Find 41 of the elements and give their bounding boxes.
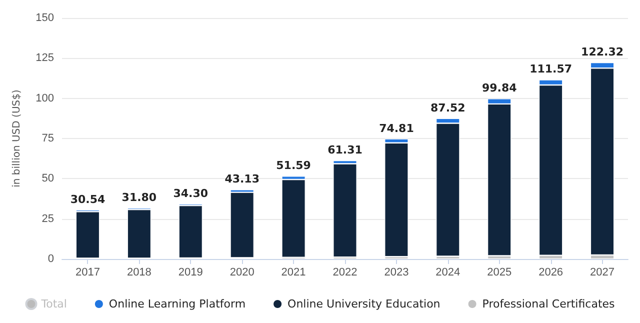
total-label: 31.80 [122, 190, 157, 204]
total-label: 51.59 [276, 159, 311, 172]
x-tick-label: 2020 [230, 266, 254, 278]
x-tick-label: 2017 [75, 266, 100, 278]
x-tick-label: 2024 [436, 266, 460, 278]
x-tick-label: 2019 [178, 266, 203, 278]
total-label: 34.30 [173, 186, 208, 200]
total-label: 43.13 [224, 172, 260, 186]
bar [384, 142, 408, 257]
y-tick-label: 0 [48, 253, 54, 265]
legend-label: Total [40, 298, 67, 310]
x-tick-label: 2027 [590, 266, 615, 278]
x-tick-label: 2018 [126, 266, 152, 278]
bar [76, 212, 100, 258]
legend-label: Professional Certificates [482, 298, 616, 310]
x-tick-label: 2025 [487, 266, 512, 278]
bar [333, 164, 357, 258]
y-tick-label: 125 [36, 52, 54, 64]
legend-label: Online University Education [288, 298, 440, 310]
total-label: 111.57 [530, 62, 572, 76]
total-label: 122.32 [581, 45, 624, 58]
x-tick-label: 2026 [538, 266, 564, 278]
x-tick-label: 2022 [332, 266, 358, 278]
y-tick-label: 75 [42, 132, 54, 144]
bar [282, 179, 306, 258]
total-label: 61.31 [328, 143, 362, 156]
bar [230, 192, 254, 258]
total-label: 30.54 [70, 192, 106, 206]
y-tick-label: 50 [42, 172, 54, 185]
legend-label: Online Learning Platform [108, 298, 246, 310]
y-axis-title: in billion USD (US$) [12, 90, 22, 188]
y-tick-label: 100 [36, 92, 54, 104]
y-tick-label: 25 [42, 212, 54, 225]
bar [127, 210, 152, 258]
x-tick-label: 2021 [281, 266, 306, 278]
y-tick-label: 150 [36, 12, 54, 24]
x-tick-label: 2023 [384, 266, 409, 278]
total-label: 87.52 [430, 101, 466, 114]
bar [178, 206, 202, 258]
total-label: 99.84 [482, 82, 518, 95]
total-label: 74.81 [379, 122, 414, 135]
